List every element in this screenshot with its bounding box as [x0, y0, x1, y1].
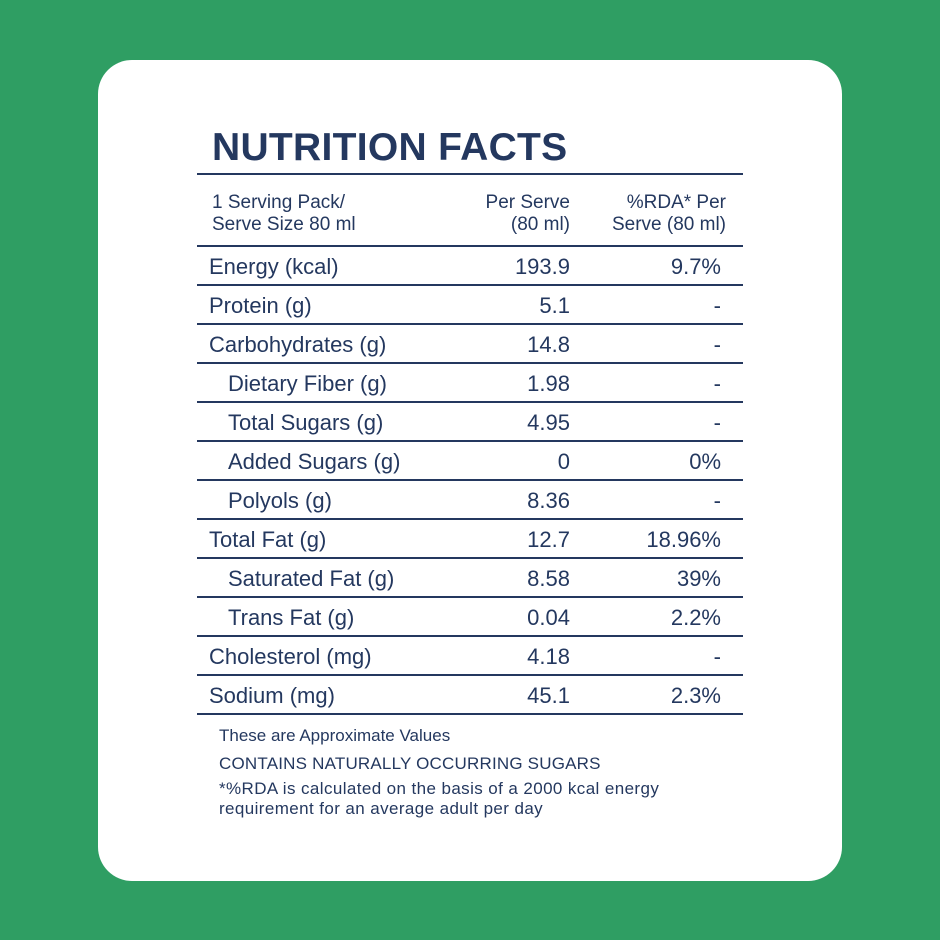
nutrient-value: 0.04: [527, 605, 570, 630]
nutrient-name: Energy (kcal): [209, 254, 339, 279]
nutrient-rows: Energy (kcal) 193.9 9.7% Protein (g) 5.1- Car…: [197, 247, 743, 715]
nutrient-value: 1.98: [527, 371, 570, 396]
nutrition-card: NUTRITION FACTS 1 Serving Pack/ Serve Si…: [98, 60, 842, 881]
nutrient-rda: 0%: [689, 449, 721, 474]
nutrient-name: Added Sugars (g): [228, 449, 401, 474]
table-row: Cholesterol (mg) 4.18 -: [197, 637, 743, 676]
nutrient-rda: -: [713, 644, 721, 669]
nutrient-rda: -: [713, 410, 721, 435]
table-row: Total Fat (g) 12.7 18.96%: [197, 520, 743, 559]
nutrient-value: 5.1: [539, 293, 570, 318]
nutrient-rda: 39%: [676, 566, 721, 591]
table-row: Added Sugars (g) 0 0%: [197, 442, 743, 481]
nutrient-value: 4.18: [527, 644, 570, 669]
nutrient-name: Sodium (mg): [209, 683, 335, 708]
nutrient-rda: -: [713, 332, 721, 357]
table-row: Saturated Fat (g) 8.58 39%: [197, 559, 743, 598]
nutrient-value: 0: [557, 449, 570, 474]
table-row: Sodium (mg) 45.1 2.3%: [197, 676, 743, 715]
nutrient-rda: -: [713, 293, 721, 318]
table-row: Protein (g) 5.1 -: [197, 286, 743, 325]
header-per-serve: Per Serve (80 ml): [485, 192, 570, 235]
nutrient-rda: -: [713, 488, 721, 513]
nutrient-rda: 18.96%: [646, 527, 721, 552]
table-header: 1 Serving Pack/ Serve Size 80 ml Per Ser…: [197, 175, 743, 245]
footnotes: These are Approximate Values CONTAINS NA…: [219, 726, 739, 819]
table-row: Trans Fat (g) 0.04 2.2%: [197, 598, 743, 637]
nutrient-value: 14.8: [527, 332, 570, 357]
nutrient-name: Trans Fat (g): [228, 605, 355, 630]
nutrient-name: Dietary Fiber (g): [228, 371, 387, 396]
table-row: Total Sugars (g) 4.95 -: [197, 403, 743, 442]
page-title: NUTRITION FACTS: [212, 126, 568, 169]
table-row: Carbohydrates (g) 14.8 -: [197, 325, 743, 364]
nutrient-name: Total Sugars (g): [228, 410, 384, 435]
sugars-note: CONTAINS NATURALLY OCCURRING SUGARS: [219, 754, 601, 773]
rda-note: *%RDA is calculated on the basis of a 20…: [219, 779, 660, 818]
nutrient-value: 8.36: [527, 488, 570, 513]
approx-note: These are Approximate Values: [219, 726, 451, 745]
nutrient-value: 8.58: [527, 566, 570, 591]
nutrient-value: 45.1: [527, 683, 570, 708]
nutrient-rda: -: [713, 371, 721, 396]
nutrient-name: Polyols (g): [228, 488, 332, 513]
table-top-rule: [197, 173, 743, 175]
nutrient-name: Total Fat (g): [209, 527, 327, 552]
table-row: Energy (kcal) 193.9 9.7%: [197, 247, 743, 286]
table-row: Polyols (g) 8.36 -: [197, 481, 743, 520]
nutrient-value: 4.95: [527, 410, 570, 435]
nutrient-name: Protein (g): [209, 293, 312, 318]
nutrient-rda: 2.3%: [670, 683, 721, 708]
nutrient-rda: 9.7%: [670, 254, 721, 279]
nutrient-name: Cholesterol (mg): [209, 644, 372, 669]
header-serving-size: 1 Serving Pack/ Serve Size 80 ml: [212, 192, 356, 235]
nutrient-rda: 2.2%: [670, 605, 721, 630]
header-bottom-rule: [197, 245, 743, 247]
nutrient-name: Saturated Fat (g): [228, 566, 395, 591]
table-row: Dietary Fiber (g) 1.98 -: [197, 364, 743, 403]
nutrient-value: 12.7: [527, 527, 570, 552]
nutrient-name: Carbohydrates (g): [209, 332, 387, 357]
header-rda: %RDA* Per Serve (80 ml): [611, 192, 726, 235]
nutrition-table: 1 Serving Pack/ Serve Size 80 ml Per Ser…: [197, 173, 743, 715]
nutrient-value: 193.9: [514, 254, 570, 279]
